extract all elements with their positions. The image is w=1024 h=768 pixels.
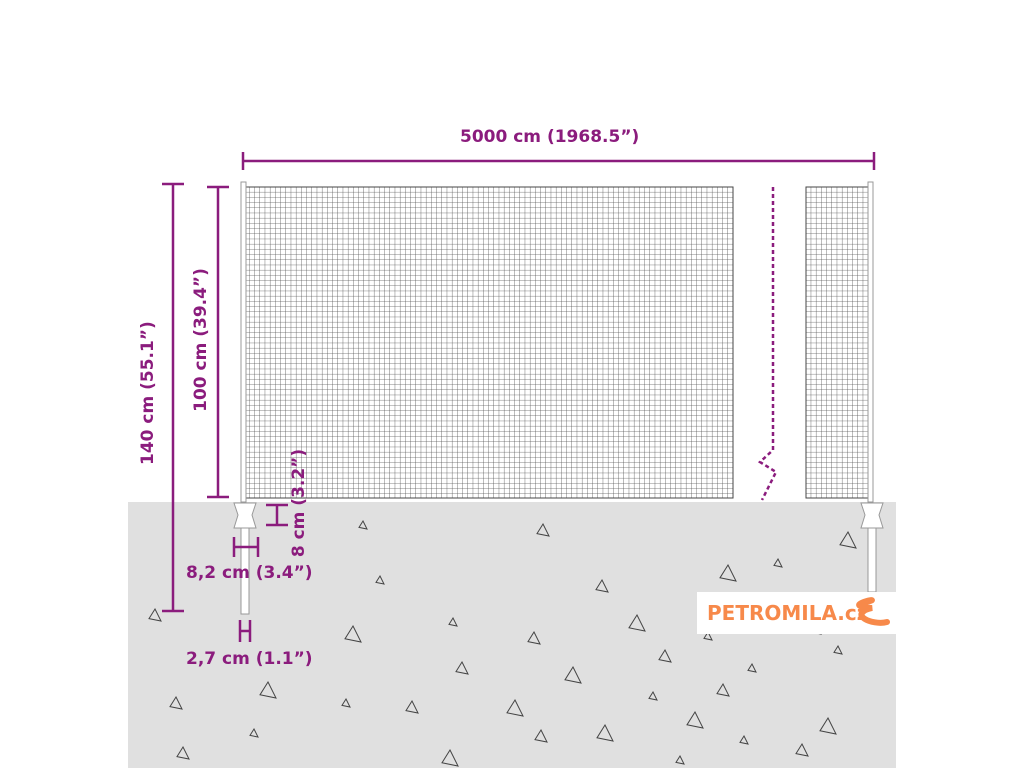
plate-width-label: 8,2 cm (3.4”) bbox=[186, 563, 313, 583]
stone bbox=[249, 727, 259, 738]
stone bbox=[344, 624, 362, 643]
stone bbox=[455, 660, 469, 675]
brand-logo: PETROMILA.cz bbox=[697, 592, 897, 634]
length-label: 5000 cm (1968.5”) bbox=[460, 127, 640, 147]
mesh-height-label: 100 cm (39.4”) bbox=[191, 268, 211, 412]
stone bbox=[719, 563, 737, 582]
post-left bbox=[233, 181, 257, 615]
stone bbox=[341, 697, 351, 708]
dimension-lines bbox=[162, 152, 876, 642]
stone bbox=[534, 728, 548, 743]
break-line bbox=[757, 187, 778, 501]
stone bbox=[527, 630, 541, 645]
post-right bbox=[860, 181, 884, 593]
stone bbox=[441, 748, 459, 767]
mesh-end bbox=[805, 186, 874, 499]
post-width-label: 2,7 cm (1.1”) bbox=[186, 649, 313, 669]
stone bbox=[839, 530, 857, 549]
mesh-main bbox=[242, 186, 734, 499]
stone bbox=[259, 680, 277, 699]
stone bbox=[506, 698, 524, 717]
stone bbox=[747, 662, 757, 673]
stone bbox=[148, 607, 162, 622]
stone bbox=[375, 574, 385, 585]
stone bbox=[628, 613, 646, 632]
stone bbox=[686, 710, 704, 729]
stone bbox=[176, 745, 190, 760]
stone bbox=[819, 716, 837, 735]
plate-height-label: 8 cm (3.2”) bbox=[289, 448, 309, 558]
stone bbox=[703, 630, 713, 641]
stone bbox=[448, 616, 458, 627]
total-height-label: 140 cm (55.1”) bbox=[138, 321, 158, 465]
stone bbox=[169, 695, 183, 710]
stone bbox=[675, 754, 685, 765]
stone bbox=[795, 742, 809, 757]
stone bbox=[716, 682, 730, 697]
stone bbox=[773, 557, 783, 568]
stone bbox=[596, 723, 614, 742]
stone bbox=[648, 690, 658, 701]
logo-swoosh-icon bbox=[856, 597, 890, 626]
stone bbox=[595, 578, 609, 593]
stone bbox=[833, 644, 843, 655]
stone bbox=[536, 522, 550, 537]
stone bbox=[739, 734, 749, 745]
stone bbox=[658, 648, 672, 663]
stone bbox=[405, 699, 419, 714]
stone bbox=[564, 665, 582, 684]
logo-text: PETROMILA.cz bbox=[707, 601, 869, 625]
stone bbox=[358, 519, 368, 530]
